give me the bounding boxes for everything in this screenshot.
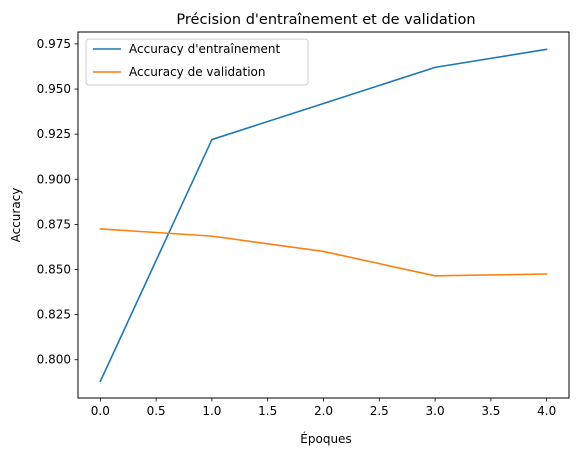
x-tick-label: 0.0	[91, 404, 110, 418]
x-tick-label: 2.5	[370, 404, 389, 418]
legend: Accuracy d'entraînement Accuracy de vali…	[86, 39, 308, 85]
y-tick-label: 0.875	[37, 217, 71, 231]
legend-label-validation: Accuracy de validation	[129, 65, 266, 79]
x-tick-label: 3.0	[426, 404, 445, 418]
data-point	[434, 275, 436, 277]
y-tick-label: 0.825	[37, 308, 71, 322]
y-tick-label: 0.975	[37, 37, 71, 51]
x-tick-label: 4.0	[537, 404, 556, 418]
y-tick-label: 0.800	[37, 353, 71, 367]
x-tick-label: 2.0	[314, 404, 333, 418]
data-point	[211, 235, 213, 237]
data-point	[100, 228, 102, 230]
data-point	[546, 273, 548, 275]
data-point	[323, 103, 325, 105]
x-tick-label: 3.5	[481, 404, 500, 418]
y-tick-label: 0.900	[37, 172, 71, 186]
x-axis-label: Époques	[300, 431, 351, 446]
y-tick-label: 0.850	[37, 263, 71, 277]
data-point	[546, 49, 548, 51]
data-point	[100, 381, 102, 383]
y-tick-label: 0.950	[37, 82, 71, 96]
chart-title: Précision d'entraînement et de validatio…	[176, 12, 475, 28]
x-tick-label: 0.5	[147, 404, 166, 418]
data-point	[434, 67, 436, 69]
y-tick-label: 0.925	[37, 127, 71, 141]
x-tick-label: 1.0	[202, 404, 221, 418]
data-point	[323, 251, 325, 253]
x-tick-label: 1.5	[258, 404, 277, 418]
legend-label-training: Accuracy d'entraînement	[129, 42, 280, 56]
y-axis-label: Accuracy	[9, 188, 23, 243]
data-point	[211, 139, 213, 141]
